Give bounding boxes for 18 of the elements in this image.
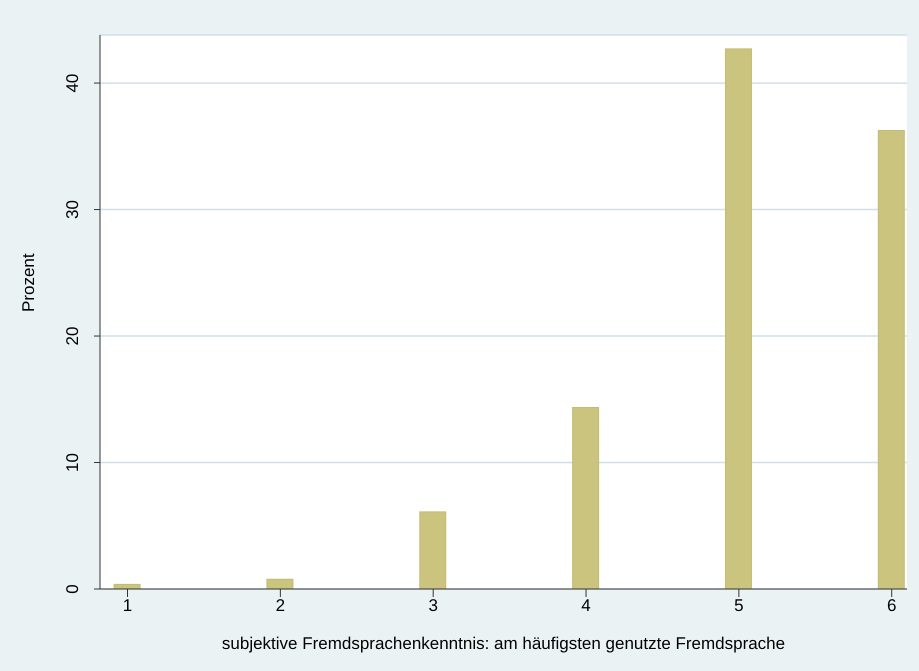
- x-tick-label: 3: [428, 596, 438, 616]
- bar: [878, 130, 905, 589]
- y-axis-title: Prozent: [19, 253, 38, 312]
- bar: [724, 48, 752, 589]
- x-tick-label: 6: [886, 596, 896, 616]
- y-tick-label: 10: [63, 453, 82, 472]
- y-tick-label: 20: [63, 326, 82, 346]
- y-tick-label: 0: [63, 584, 82, 594]
- y-tick-label: 30: [63, 200, 82, 220]
- x-tick-label: 5: [734, 596, 744, 616]
- x-axis-title: subjektive Fremdsprachenkenntnis: am häufigsten genutzte Fremdsprache: [222, 634, 786, 653]
- x-tick-label: 4: [581, 596, 591, 616]
- bar: [572, 406, 600, 589]
- bar: [266, 578, 294, 589]
- x-tick-label: 2: [276, 596, 286, 616]
- y-tick-label: 40: [63, 74, 82, 93]
- x-tick-label: 1: [122, 596, 132, 616]
- bar: [419, 511, 446, 589]
